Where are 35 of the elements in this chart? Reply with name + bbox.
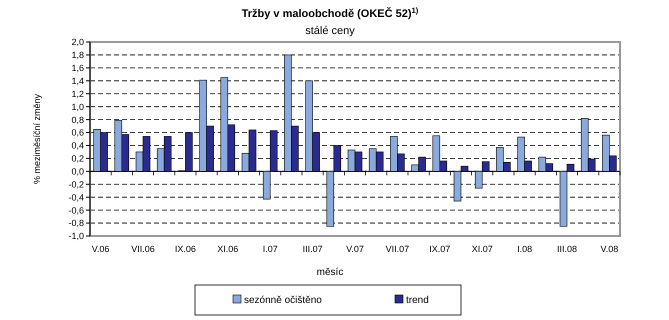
y-tick-label: -0,8 [68,218,84,228]
x-tick-label: IX.07 [429,244,450,254]
y-tick-label: 0,8 [71,114,84,125]
y-tick-label: 1,2 [71,88,84,99]
x-tick-label: III.07 [302,244,323,254]
x-tick-label: III.08 [556,244,578,254]
x-tick-label: XI.06 [217,244,238,254]
legend-label: trend [406,295,429,306]
y-tick-label: -1,0 [68,231,84,242]
x-tick-label: IX.06 [174,244,196,254]
y-tick-label: 0,0 [71,166,84,176]
x-tick-label: V.08 [600,244,618,254]
y-tick-label: 1,8 [71,50,84,60]
y-axis-title: % meziměsíční změny [32,93,42,184]
y-tick-label: 0,6 [71,128,84,138]
chart-title: Tržby v maloobchodě (OKEČ 52)$^{1)}$ [242,6,419,20]
y-tick-label: 2,0 [71,37,84,48]
y-tick-label: -0,6 [68,205,84,216]
y-tick-label: 0,4 [71,140,84,151]
y-tick-label: 1,4 [71,76,84,86]
x-tick-label: I.07 [262,244,278,254]
y-tick-label: 0,2 [71,154,84,164]
x-tick-label: V.06 [92,244,110,254]
legend-label: sezónně očištěno [244,295,322,306]
y-tick-label: -0,2 [68,179,84,190]
chart-subtitle: stálé ceny [305,25,356,37]
x-axis-title: měsíc [316,267,344,278]
x-tick-label: V.07 [346,244,364,254]
y-tick-label: 1,0 [71,102,84,112]
x-tick-label: VII.07 [386,244,410,254]
x-tick-label: XI.07 [472,244,493,254]
y-tick-label: 1,6 [71,63,84,74]
x-tick-label: VII.06 [131,244,155,254]
x-tick-label: I.08 [517,244,532,254]
y-tick-label: -0,4 [68,192,84,202]
